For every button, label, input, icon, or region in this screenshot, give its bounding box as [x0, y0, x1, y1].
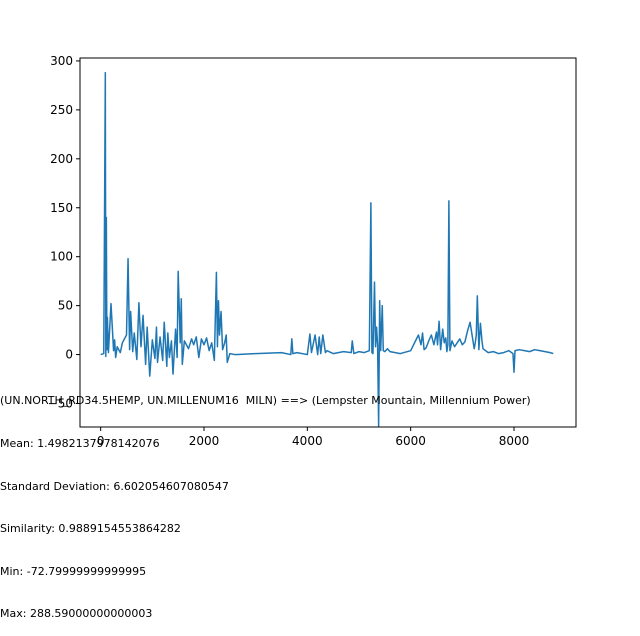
plot-area: [100, 71, 554, 427]
x-tick-label: 0: [97, 434, 105, 448]
y-tick-label: 300: [50, 54, 73, 68]
stats-std-dev: Standard Deviation: 6.602054607080547: [0, 479, 229, 493]
x-tick-label: 6000: [395, 434, 426, 448]
x-axis: 0 2000 4000 6000 8000: [97, 427, 529, 448]
y-tick-label: 200: [50, 152, 73, 166]
stats-similarity: Similarity: 0.9889154553864282: [0, 522, 181, 536]
series-line-0: [100, 71, 554, 427]
x-tick-label: 2000: [189, 434, 220, 448]
x-tick-label: 8000: [499, 434, 530, 448]
chart-canvas: 0 2000 4000 6000 8000 −50 0 50 100 150 200 250 300: [48, 54, 577, 448]
y-tick-label: 250: [50, 103, 73, 117]
y-tick-label: 0: [65, 348, 73, 362]
stats-max: Max: 288.59000000000003: [0, 607, 153, 621]
axes-frame: [79, 57, 577, 428]
stats-pair-label: (UN.NORTH_RD34.5HEMP, UN.MILLENUM16 MILN…: [0, 394, 531, 408]
y-axis: −50 0 50 100 150 200 250 300: [48, 54, 80, 411]
stats-mean: Mean: 1.4982137978142076: [0, 437, 160, 451]
y-tick-label: 100: [50, 250, 73, 264]
y-tick-label: 50: [58, 299, 73, 313]
y-tick-label: −50: [48, 397, 73, 411]
stats-min: Min: -72.79999999999995: [0, 564, 147, 578]
statistics-text: (UN.NORTH_RD34.5HEMP, UN.MILLENUM16 MILN…: [0, 366, 531, 636]
x-tick-label: 4000: [292, 434, 323, 448]
y-tick-label: 150: [50, 201, 73, 215]
